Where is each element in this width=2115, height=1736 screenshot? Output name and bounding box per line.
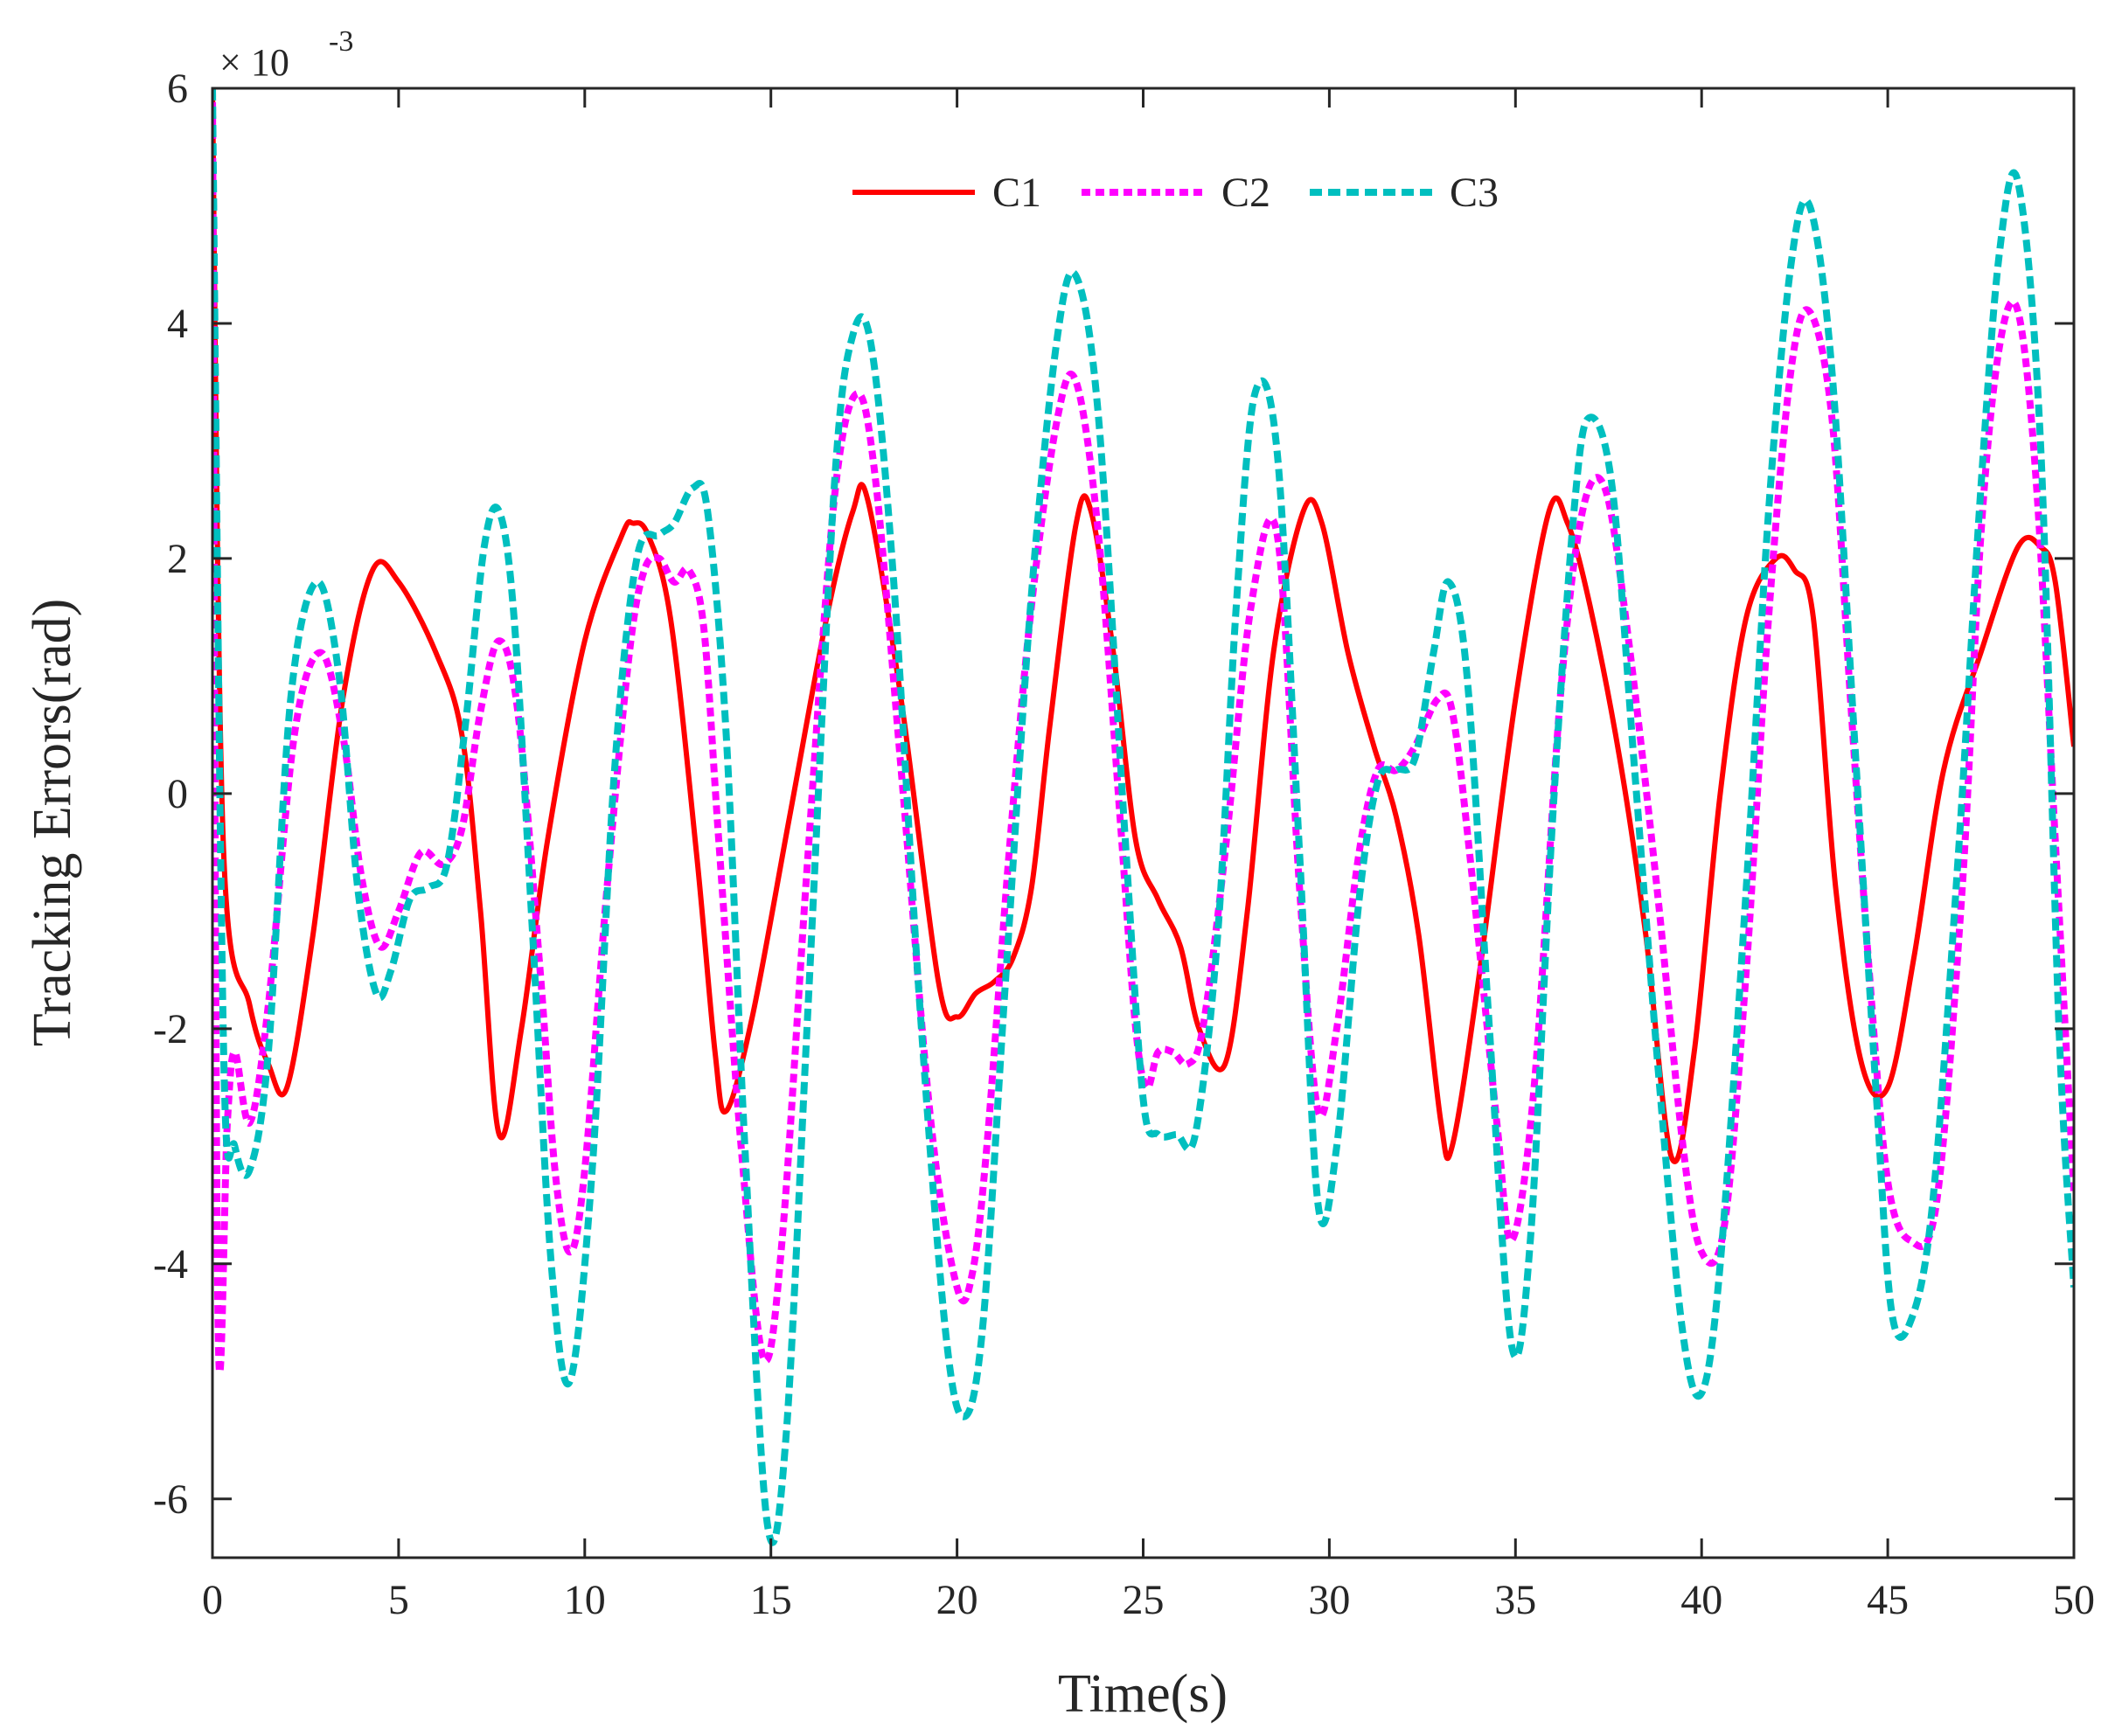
y-tick-label: 0 [167, 771, 188, 817]
y-axis-label: Tracking Errors(rad) [23, 599, 82, 1047]
x-tick-label: 0 [202, 1577, 223, 1623]
series-layer [212, 88, 2074, 1546]
x-tick-label: 10 [564, 1577, 606, 1623]
legend-label-c3: C3 [1450, 170, 1499, 216]
y-tick-label: 6 [167, 66, 188, 112]
series-line-c3 [212, 88, 2074, 1546]
legend-label-c1: C1 [992, 170, 1041, 216]
y-tick-label: 4 [167, 301, 188, 347]
x-tick-label: 15 [750, 1577, 792, 1623]
y-tick-label: -6 [153, 1476, 188, 1523]
x-tick-label: 25 [1123, 1577, 1165, 1623]
legend-label-c2: C2 [1221, 170, 1270, 216]
legend: C1 C2 C3 [852, 170, 1499, 216]
y-tick-label: -2 [153, 1006, 188, 1052]
x-tick-label: 20 [936, 1577, 978, 1623]
x-tick-label: 35 [1494, 1577, 1536, 1623]
exponent-power: -3 [329, 25, 353, 58]
series-line-c2 [212, 88, 2074, 1376]
x-tick-label: 40 [1680, 1577, 1722, 1623]
x-tick-label: 30 [1308, 1577, 1350, 1623]
y-tick-label: -4 [153, 1241, 188, 1288]
x-axis-label: Time(s) [1058, 1664, 1228, 1724]
x-tick-label: 50 [2053, 1577, 2095, 1623]
x-tick-label: 5 [388, 1577, 409, 1623]
exponent-prefix: × 10 [219, 41, 289, 84]
x-tick-label: 45 [1867, 1577, 1909, 1623]
ticks-layer: 0 5 10 15 20 25 30 35 40 45 50 -6 -4 -2 0 2 4 6 [153, 66, 2095, 1623]
y-tick-label: 2 [167, 536, 188, 582]
series-line-c1 [212, 88, 2074, 1164]
